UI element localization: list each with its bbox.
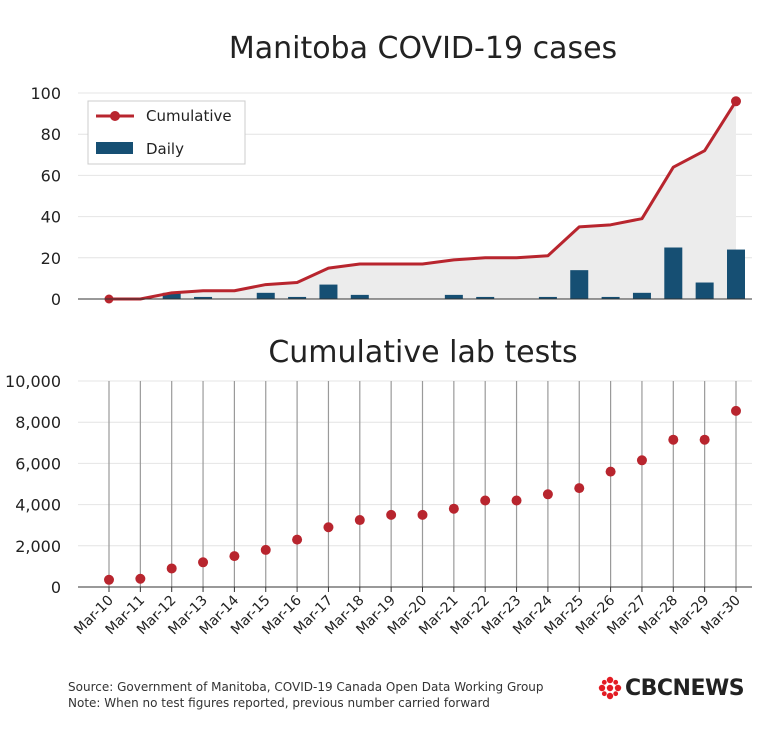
lab-test-point — [104, 574, 114, 585]
lab-tests-markers — [104, 405, 741, 585]
lab-test-point — [354, 515, 365, 526]
lab-test-point — [386, 509, 397, 520]
lab-tests-vertical-lines — [108, 381, 737, 587]
lab-test-point — [542, 489, 553, 500]
daily-bar — [632, 292, 651, 299]
y-tick-label: 6,000 — [15, 454, 61, 473]
daily-bar — [256, 292, 275, 299]
lab-test-point — [699, 434, 710, 445]
carry-forward-note: Note: When no test figures reported, pre… — [68, 696, 490, 710]
lab-test-point — [323, 522, 334, 533]
lab-test-point — [448, 503, 459, 514]
y-tick-label: 2,000 — [15, 537, 61, 556]
chart-footer: Source: Government of Manitoba, COVID-19… — [68, 679, 544, 711]
daily-bar — [444, 294, 463, 299]
lab-test-point — [511, 495, 522, 506]
daily-bar — [350, 294, 369, 299]
lab-test-point — [480, 495, 491, 506]
cases-chart-y-ticks: 0 20 40 60 80 100 — [30, 84, 61, 309]
lab-tests-chart-gridlines — [78, 380, 752, 547]
daily-bar — [162, 292, 181, 299]
lab-test-point — [574, 483, 585, 494]
lab-test-point — [198, 557, 209, 568]
lab-test-point — [292, 534, 303, 545]
legend-daily-label: Daily — [146, 140, 184, 158]
lab-test-point — [135, 573, 146, 584]
y-tick-label: 4,000 — [15, 496, 61, 515]
daily-bar — [476, 296, 495, 299]
cbc-gem-icon — [598, 676, 622, 700]
y-tick-label: 0 — [51, 290, 61, 309]
y-tick-label: 40 — [41, 208, 61, 227]
lab-test-point — [636, 455, 647, 466]
source-note: Source: Government of Manitoba, COVID-19… — [68, 680, 544, 694]
daily-bar — [194, 296, 213, 299]
lab-test-point — [260, 544, 271, 555]
legend-daily-swatch — [96, 142, 133, 154]
y-tick-label: 100 — [30, 84, 61, 103]
cbc-news-logo: CBCNEWS — [598, 674, 745, 702]
daily-bar — [695, 282, 714, 299]
lab-tests-chart-y-ticks: 0 2,000 4,000 6,000 8,000 10,000 — [5, 372, 61, 597]
cumulative-end-marker — [731, 96, 741, 107]
daily-bar — [727, 249, 745, 299]
y-tick-label: 80 — [41, 125, 61, 144]
y-tick-label: 20 — [41, 249, 61, 268]
cumulative-area-fill — [109, 101, 736, 300]
lab-test-point — [229, 551, 240, 562]
legend-cumulative-label: Cumulative — [146, 107, 232, 125]
lab-test-point — [166, 563, 177, 574]
cumulative-line — [109, 100, 738, 301]
daily-bar — [319, 284, 338, 299]
lab-test-point — [417, 509, 428, 520]
lab-test-point — [731, 405, 741, 416]
cases-chart-title: Manitoba COVID-19 cases — [229, 31, 617, 66]
y-tick-label: 60 — [41, 166, 61, 185]
daily-bar — [664, 247, 683, 299]
lab-test-point — [668, 434, 679, 445]
lab-test-point — [605, 466, 616, 477]
daily-bar — [601, 296, 620, 299]
cbc-news-wordmark: CBCNEWS — [625, 675, 745, 701]
y-tick-label: 0 — [51, 578, 61, 597]
lab-tests-chart: Cumulative lab tests 0 2,000 4,000 6,000 8,0… — [5, 335, 752, 638]
cases-chart-legend: Cumulative Daily — [87, 100, 246, 165]
lab-tests-chart-x-ticks: Mar-10Mar-11Mar-12Mar-13Mar-14Mar-15Mar-… — [71, 587, 744, 638]
cases-chart: Manitoba COVID-19 cases 0 20 40 60 80 100 Cum… — [30, 31, 752, 309]
y-tick-label: 8,000 — [15, 413, 61, 432]
lab-tests-chart-title: Cumulative lab tests — [268, 335, 577, 370]
legend-cumulative-marker-swatch — [110, 111, 120, 121]
daily-bar — [570, 270, 589, 299]
daily-bar — [538, 296, 557, 299]
daily-bar — [288, 296, 307, 299]
y-tick-label: 10,000 — [5, 372, 61, 391]
daily-bars — [162, 247, 745, 299]
